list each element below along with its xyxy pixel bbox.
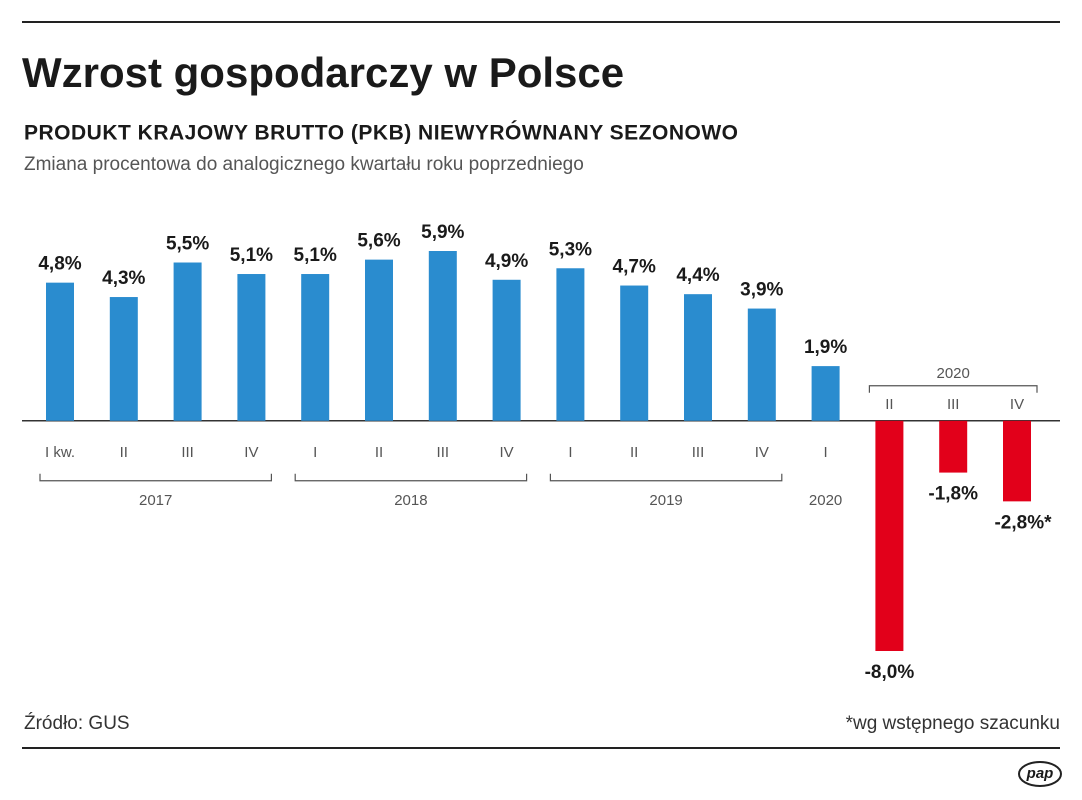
bar bbox=[556, 268, 585, 421]
value-label: 4,8% bbox=[38, 254, 81, 275]
x-tick-label: I kw. bbox=[45, 444, 75, 461]
group-label: 2017 bbox=[139, 492, 172, 509]
bar bbox=[365, 259, 393, 421]
chart-subtitle: PRODUKT KRAJOWY BRUTTO (PKB) NIEWYRÓWNAN… bbox=[24, 121, 739, 145]
bar bbox=[811, 366, 840, 421]
value-label: -1,8% bbox=[928, 484, 978, 505]
value-label: 4,7% bbox=[613, 257, 656, 278]
value-label: -8,0% bbox=[865, 662, 915, 683]
source: Źródło: GUS bbox=[24, 713, 130, 734]
bar bbox=[428, 251, 457, 421]
x-tick-label: II bbox=[120, 444, 128, 461]
value-label: 5,1% bbox=[230, 245, 273, 266]
bar bbox=[939, 420, 968, 473]
x-tick-label: III bbox=[692, 444, 705, 461]
x-tick-label: I bbox=[824, 444, 828, 461]
footnote: *wg wstępnego szacunku bbox=[846, 713, 1060, 734]
chart-note: Zmiana procentowa do analogicznego kwart… bbox=[24, 154, 584, 175]
value-label: 3,9% bbox=[740, 280, 783, 301]
group-bracket bbox=[294, 473, 528, 482]
x-tick-label: I bbox=[313, 444, 317, 461]
bar bbox=[620, 285, 649, 421]
chart-title: Wzrost gospodarczy w Polsce bbox=[22, 49, 624, 96]
value-label: 5,9% bbox=[421, 222, 464, 243]
value-label: -2,8%* bbox=[994, 512, 1052, 533]
value-label: 5,1% bbox=[294, 245, 337, 266]
value-label: 4,9% bbox=[485, 251, 528, 272]
group-label: 2020 bbox=[809, 492, 842, 509]
bar bbox=[237, 274, 266, 421]
value-label: 4,4% bbox=[676, 265, 719, 286]
x-tick-label: III bbox=[947, 396, 960, 413]
x-tick-label: II bbox=[375, 444, 383, 461]
bar bbox=[1003, 420, 1031, 502]
value-label: 5,5% bbox=[166, 234, 209, 255]
bar bbox=[684, 294, 712, 421]
value-label: 5,6% bbox=[357, 231, 400, 252]
x-tick-label: IV bbox=[755, 444, 769, 461]
x-tick-label: III bbox=[437, 444, 450, 461]
group-label: 2020 bbox=[937, 365, 970, 382]
x-tick-label: I bbox=[568, 444, 572, 461]
bar bbox=[492, 279, 521, 421]
bar bbox=[747, 308, 776, 421]
x-tick-label: IV bbox=[244, 444, 258, 461]
group-bracket bbox=[39, 473, 272, 482]
value-label: 1,9% bbox=[804, 337, 847, 358]
group-bracket bbox=[868, 385, 1038, 393]
bar bbox=[173, 262, 202, 421]
group-bracket bbox=[549, 473, 783, 482]
bar bbox=[109, 297, 138, 421]
group-label: 2019 bbox=[649, 492, 682, 509]
bar bbox=[46, 282, 74, 421]
x-tick-label: II bbox=[885, 396, 893, 413]
value-label: 5,3% bbox=[549, 239, 592, 260]
logo-frame bbox=[1018, 761, 1062, 787]
x-tick-label: II bbox=[630, 444, 638, 461]
value-label: 4,3% bbox=[102, 268, 145, 289]
logo: pap bbox=[1026, 765, 1054, 782]
x-tick-label: III bbox=[181, 444, 194, 461]
x-tick-label: IV bbox=[1010, 396, 1024, 413]
bar bbox=[875, 420, 904, 651]
x-tick-label: IV bbox=[500, 444, 514, 461]
bar bbox=[301, 274, 330, 421]
group-label: 2018 bbox=[394, 492, 427, 509]
